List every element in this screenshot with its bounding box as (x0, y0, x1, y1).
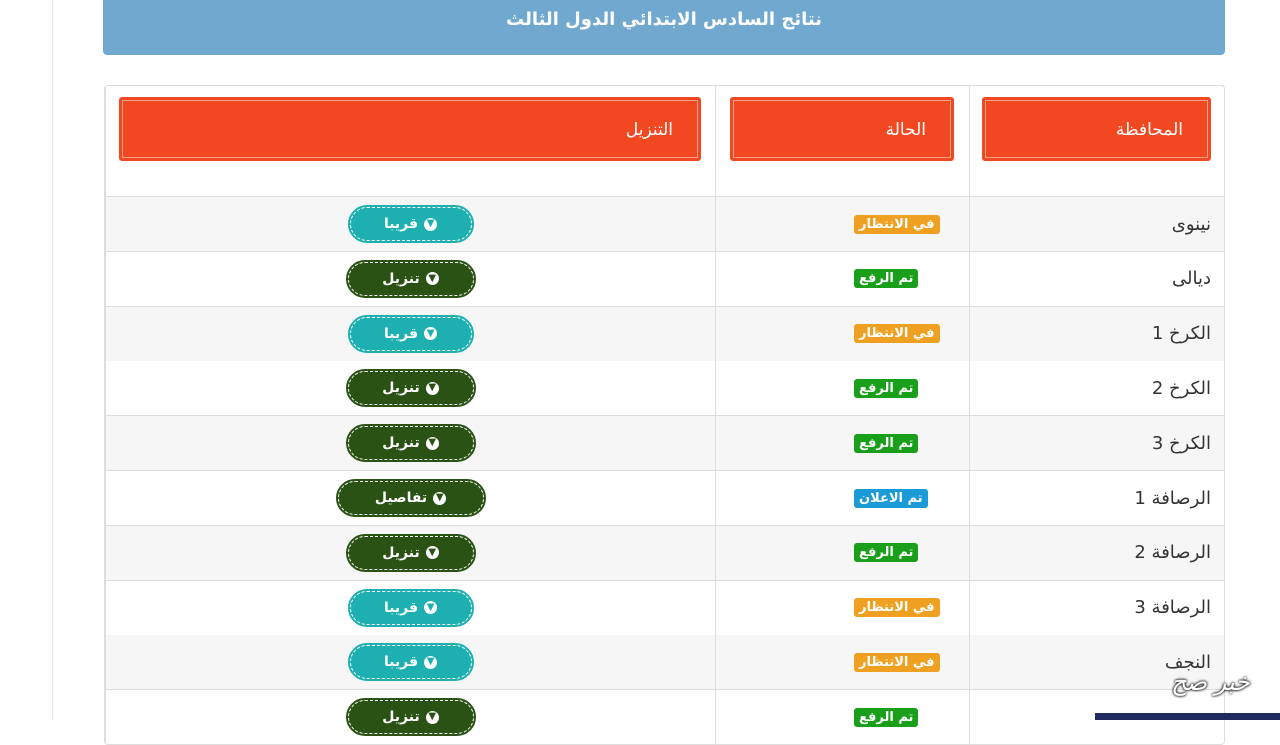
download-icon: ▼ (424, 217, 438, 231)
action-cell: ▼ قريبا (105, 580, 715, 636)
watermark: خبر صح (1171, 668, 1250, 696)
province-name: ديالى (1172, 268, 1211, 290)
province-cell: الرصافة 1 (969, 471, 1224, 526)
action-button[interactable]: ▼ تنزيل (345, 424, 476, 463)
status-badge: تم الاعلان (854, 488, 928, 508)
download-icon: ▼ (433, 491, 447, 505)
province-cell: الرصافة 2 (969, 525, 1224, 581)
province-name: الرصافة 2 (1134, 542, 1211, 564)
action-button[interactable]: ▼ تنزيل (345, 698, 476, 737)
download-icon: ▼ (425, 272, 439, 286)
action-cell: ▼ تنزيل (105, 361, 715, 417)
province-cell: نينوى (969, 197, 1224, 252)
download-icon: ▼ (425, 546, 439, 560)
button-label: تنزيل (382, 270, 420, 287)
action-button[interactable]: ▼ تفاصيل (335, 479, 486, 517)
status-cell: تم الاعلان (715, 471, 969, 526)
header-cell (715, 86, 969, 197)
download-icon: ▼ (424, 655, 438, 669)
column-header: الحالة (730, 97, 954, 161)
status-badge: تم الرفع (854, 707, 919, 727)
status-cell: في الانتظار (715, 306, 969, 362)
province-name: الرصافة 3 (1134, 597, 1211, 619)
province-name: النجف (1164, 651, 1211, 673)
status-cell: تم الرفع (715, 690, 969, 744)
province-name: الكرخ 2 (1151, 377, 1211, 399)
province-cell: ديالى (969, 251, 1224, 307)
province-cell: الرصافة 3 (969, 580, 1224, 636)
status-badge: في الانتظار (854, 214, 940, 234)
action-button[interactable]: ▼ قريبا (347, 205, 474, 243)
action-cell: ▼ قريبا (105, 306, 715, 362)
action-cell: ▼ تنزيل (105, 690, 715, 744)
status-cell: في الانتظار (715, 197, 969, 252)
province-name: نينوى (1171, 213, 1211, 235)
status-badge: في الانتظار (854, 324, 940, 344)
action-cell: ▼ تنزيل (105, 525, 715, 581)
button-label: قريبا (383, 654, 419, 671)
status-badge: في الانتظار (854, 598, 940, 618)
button-label: تنزيل (382, 380, 420, 397)
province-cell: النجف (969, 635, 1224, 691)
button-label: قريبا (383, 216, 419, 232)
province-name: الرصافة 1 (1134, 487, 1211, 509)
action-button[interactable]: ▼ تنزيل (345, 259, 476, 298)
column-header: المحافظة (982, 97, 1211, 161)
action-button[interactable]: ▼ تنزيل (345, 533, 476, 572)
province-cell: الكرخ 3 (969, 416, 1224, 472)
province-cell: الكرخ 1 (969, 306, 1224, 362)
header-title: نتائج السادس الابتدائي الدول الثالث (103, 0, 1225, 55)
results-table: المحافظة الحالة التنزيل نينوى في الانتظار ▼ قر… (104, 85, 1225, 745)
button-label: تنزيل (382, 435, 420, 452)
status-cell: في الانتظار (715, 635, 969, 691)
download-icon: ▼ (424, 601, 438, 615)
status-badge: تم الرفع (854, 378, 919, 398)
province-cell: الكرخ 2 (969, 361, 1224, 417)
download-icon: ▼ (425, 436, 439, 450)
column-header: التنزيل (119, 97, 701, 161)
status-cell: تم الرفع (715, 361, 969, 417)
button-label: تفاصيل (374, 490, 428, 506)
button-label: تنزيل (382, 709, 420, 726)
download-icon: ▼ (425, 710, 439, 724)
bottom-bar (1095, 713, 1280, 720)
action-cell: ▼ قريبا (105, 635, 715, 691)
header-cell (105, 86, 715, 197)
province-name: الكرخ 3 (1151, 432, 1211, 454)
status-badge: تم الرفع (854, 543, 919, 563)
button-label: قريبا (383, 599, 419, 616)
action-cell: ▼ تنزيل (105, 416, 715, 472)
action-button[interactable]: ▼ قريبا (347, 643, 474, 682)
status-badge: في الانتظار (854, 652, 940, 672)
page: نتائج السادس الابتدائي الدول الثالث المح… (52, 0, 1280, 745)
status-cell: في الانتظار (715, 580, 969, 636)
button-label: تنزيل (382, 544, 420, 561)
page-edge (52, 0, 53, 720)
province-name: الكرخ 1 (1151, 323, 1211, 345)
status-cell: تم الرفع (715, 525, 969, 581)
action-button[interactable]: ▼ تنزيل (345, 369, 476, 408)
status-badge: تم الرفع (854, 433, 919, 453)
header-cell (969, 86, 1224, 197)
status-cell: تم الرفع (715, 416, 969, 472)
action-cell: ▼ تفاصيل (105, 471, 715, 526)
status-badge: تم الرفع (854, 269, 919, 289)
action-cell: ▼ تنزيل (105, 251, 715, 307)
status-cell: تم الرفع (715, 251, 969, 307)
button-label: قريبا (383, 325, 419, 342)
action-cell: ▼ قريبا (105, 197, 715, 252)
download-icon: ▼ (424, 327, 438, 341)
action-button[interactable]: ▼ قريبا (347, 588, 474, 627)
action-button[interactable]: ▼ قريبا (347, 314, 474, 353)
download-icon: ▼ (425, 381, 439, 395)
